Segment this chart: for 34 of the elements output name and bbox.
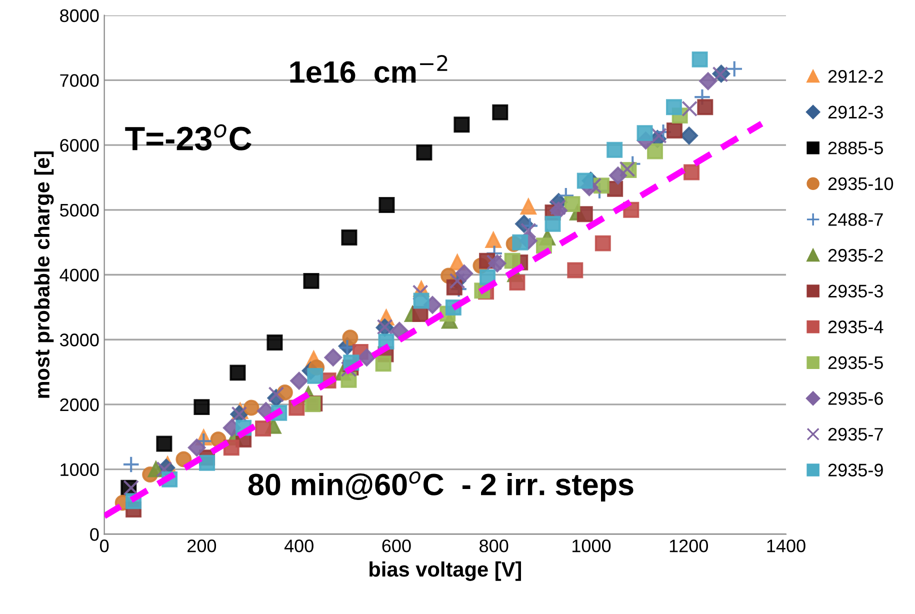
legend-label: 2935-3 [828,284,883,298]
legend-label: 2912-2 [828,70,883,83]
x-tick-label: 400 [284,540,314,552]
legend-label: 2935-9 [828,464,883,476]
y-tick-label: 0 [90,528,99,541]
legend-label: 2935-10 [828,177,894,190]
legend-label: 2885-5 [828,142,883,154]
annotation: T=-23$^{o}$C [125,124,252,150]
legend-label: 2488-7 [828,213,883,226]
x-tick-label: 1400 [767,540,806,552]
y-tick-label: 1000 [60,463,99,476]
legend-label: 2912-3 [828,106,883,119]
x-tick-label: 1200 [670,540,708,552]
y-tick-label: 2000 [60,398,99,412]
y-tick-label: 6000 [60,138,99,152]
x-axis-title: bias voltage [V] [370,561,521,581]
x-tick-label: 200 [188,540,216,552]
y-tick-label: 5000 [60,204,99,217]
x-tick-label: 0 [100,540,109,552]
y-tick-label: 3000 [60,334,99,346]
y-tick-label: 8000 [60,9,99,22]
annotation: 1e16 cm$^{−2}$ [290,54,448,83]
x-tick-label: 1000 [572,540,611,552]
legend-label: 2935-7 [828,428,883,441]
x-tick-label: 600 [382,540,411,552]
y-tick-label: 4000 [60,268,99,282]
y-axis-title: most probable charge [e] [34,151,54,398]
annotation: 80 min@60$^{o}$C - 2 irr. steps [248,471,634,502]
legend-label: 2935-5 [828,356,883,370]
x-tick-label: 800 [480,540,508,552]
legend-label: 2935-2 [828,248,883,262]
y-tick-label: 7000 [60,74,99,87]
legend-label: 2935-6 [828,392,883,405]
legend-label: 2935-4 [828,320,884,334]
